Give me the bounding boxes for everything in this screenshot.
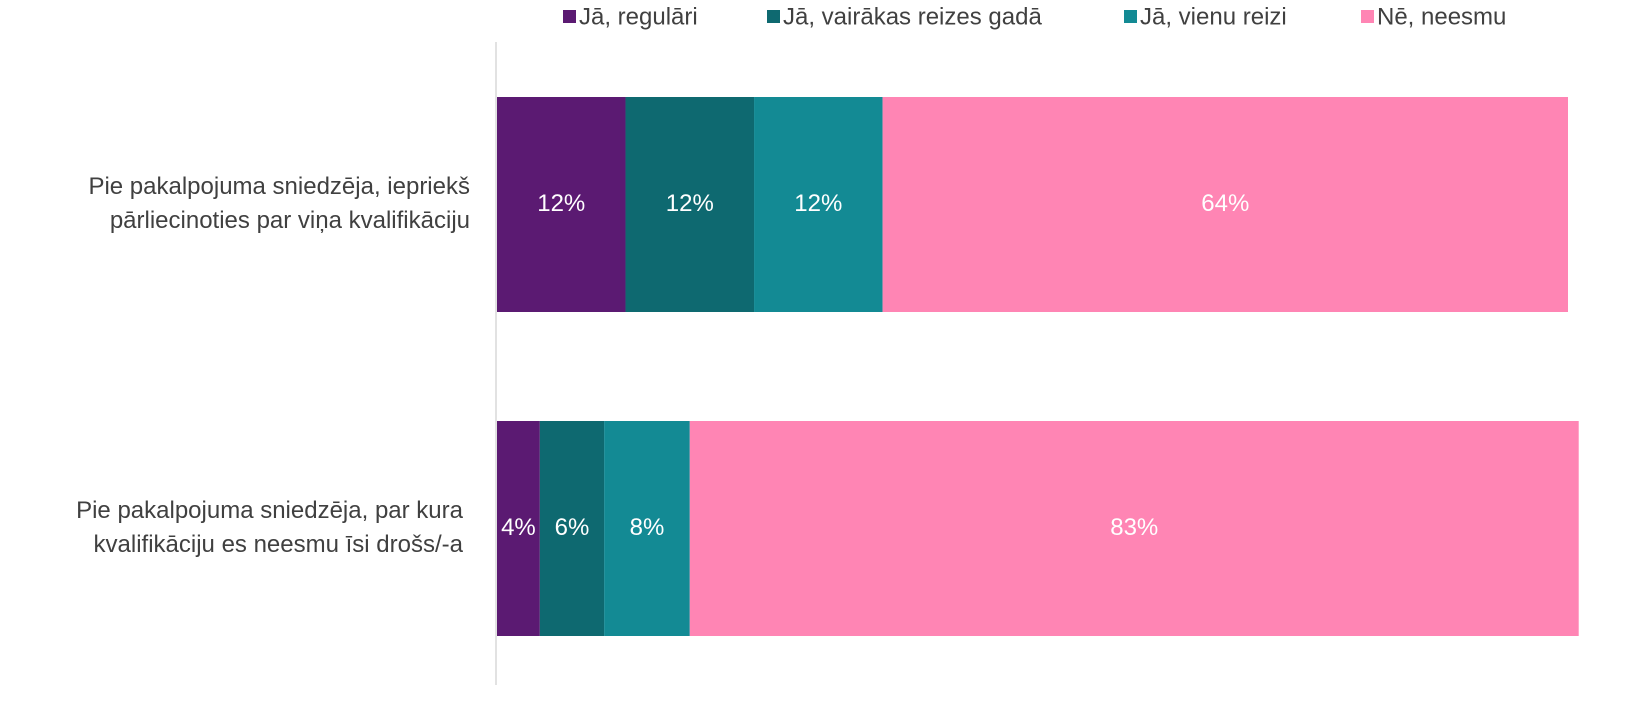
legend-swatch xyxy=(1124,10,1137,23)
category-label: kvalifikāciju es neesmu īsi drošs/-a xyxy=(94,531,464,558)
category-label: Pie pakalpojuma sniedzēja, iepriekš xyxy=(88,173,470,200)
data-label: 64% xyxy=(1201,190,1249,217)
category-label: pārliecinoties par viņa kvalifikāciju xyxy=(110,207,470,234)
bar-segment xyxy=(539,421,605,636)
legend-label: Jā, vairākas reizes gadā xyxy=(783,3,1042,30)
legend-label: Nē, neesmu xyxy=(1377,3,1506,30)
bar-segment xyxy=(497,421,540,636)
data-label: 12% xyxy=(794,190,842,217)
legend-swatch xyxy=(563,10,576,23)
bar-segment xyxy=(689,421,1579,636)
bar-segment xyxy=(497,97,626,312)
legend-label: Jā, regulāri xyxy=(579,3,698,30)
bar-segment xyxy=(754,97,883,312)
category-label: Pie pakalpojuma sniedzēja, par kura xyxy=(76,497,464,524)
data-label: 83% xyxy=(1110,514,1158,541)
bar-segment xyxy=(882,97,1568,312)
legend-swatch xyxy=(1361,10,1374,23)
legend-swatch xyxy=(767,10,780,23)
bar-segment xyxy=(625,97,755,312)
data-label: 12% xyxy=(537,190,585,217)
data-label: 6% xyxy=(555,514,590,541)
data-label: 4% xyxy=(501,514,536,541)
data-label: 8% xyxy=(630,514,665,541)
legend-label: Jā, vienu reizi xyxy=(1140,3,1287,30)
data-label: 12% xyxy=(666,190,714,217)
bar-segment xyxy=(604,421,690,636)
